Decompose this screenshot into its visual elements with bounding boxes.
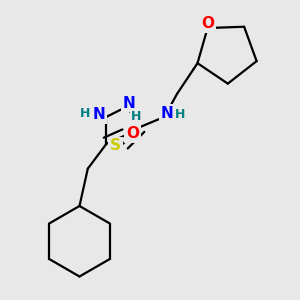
Text: S: S — [110, 138, 121, 153]
Text: H: H — [131, 110, 142, 123]
Text: O: O — [126, 126, 139, 141]
Text: O: O — [201, 16, 214, 32]
Text: H: H — [175, 108, 185, 121]
Text: N: N — [93, 107, 105, 122]
Text: H: H — [80, 107, 90, 120]
Text: N: N — [160, 106, 173, 121]
Text: N: N — [123, 96, 136, 111]
